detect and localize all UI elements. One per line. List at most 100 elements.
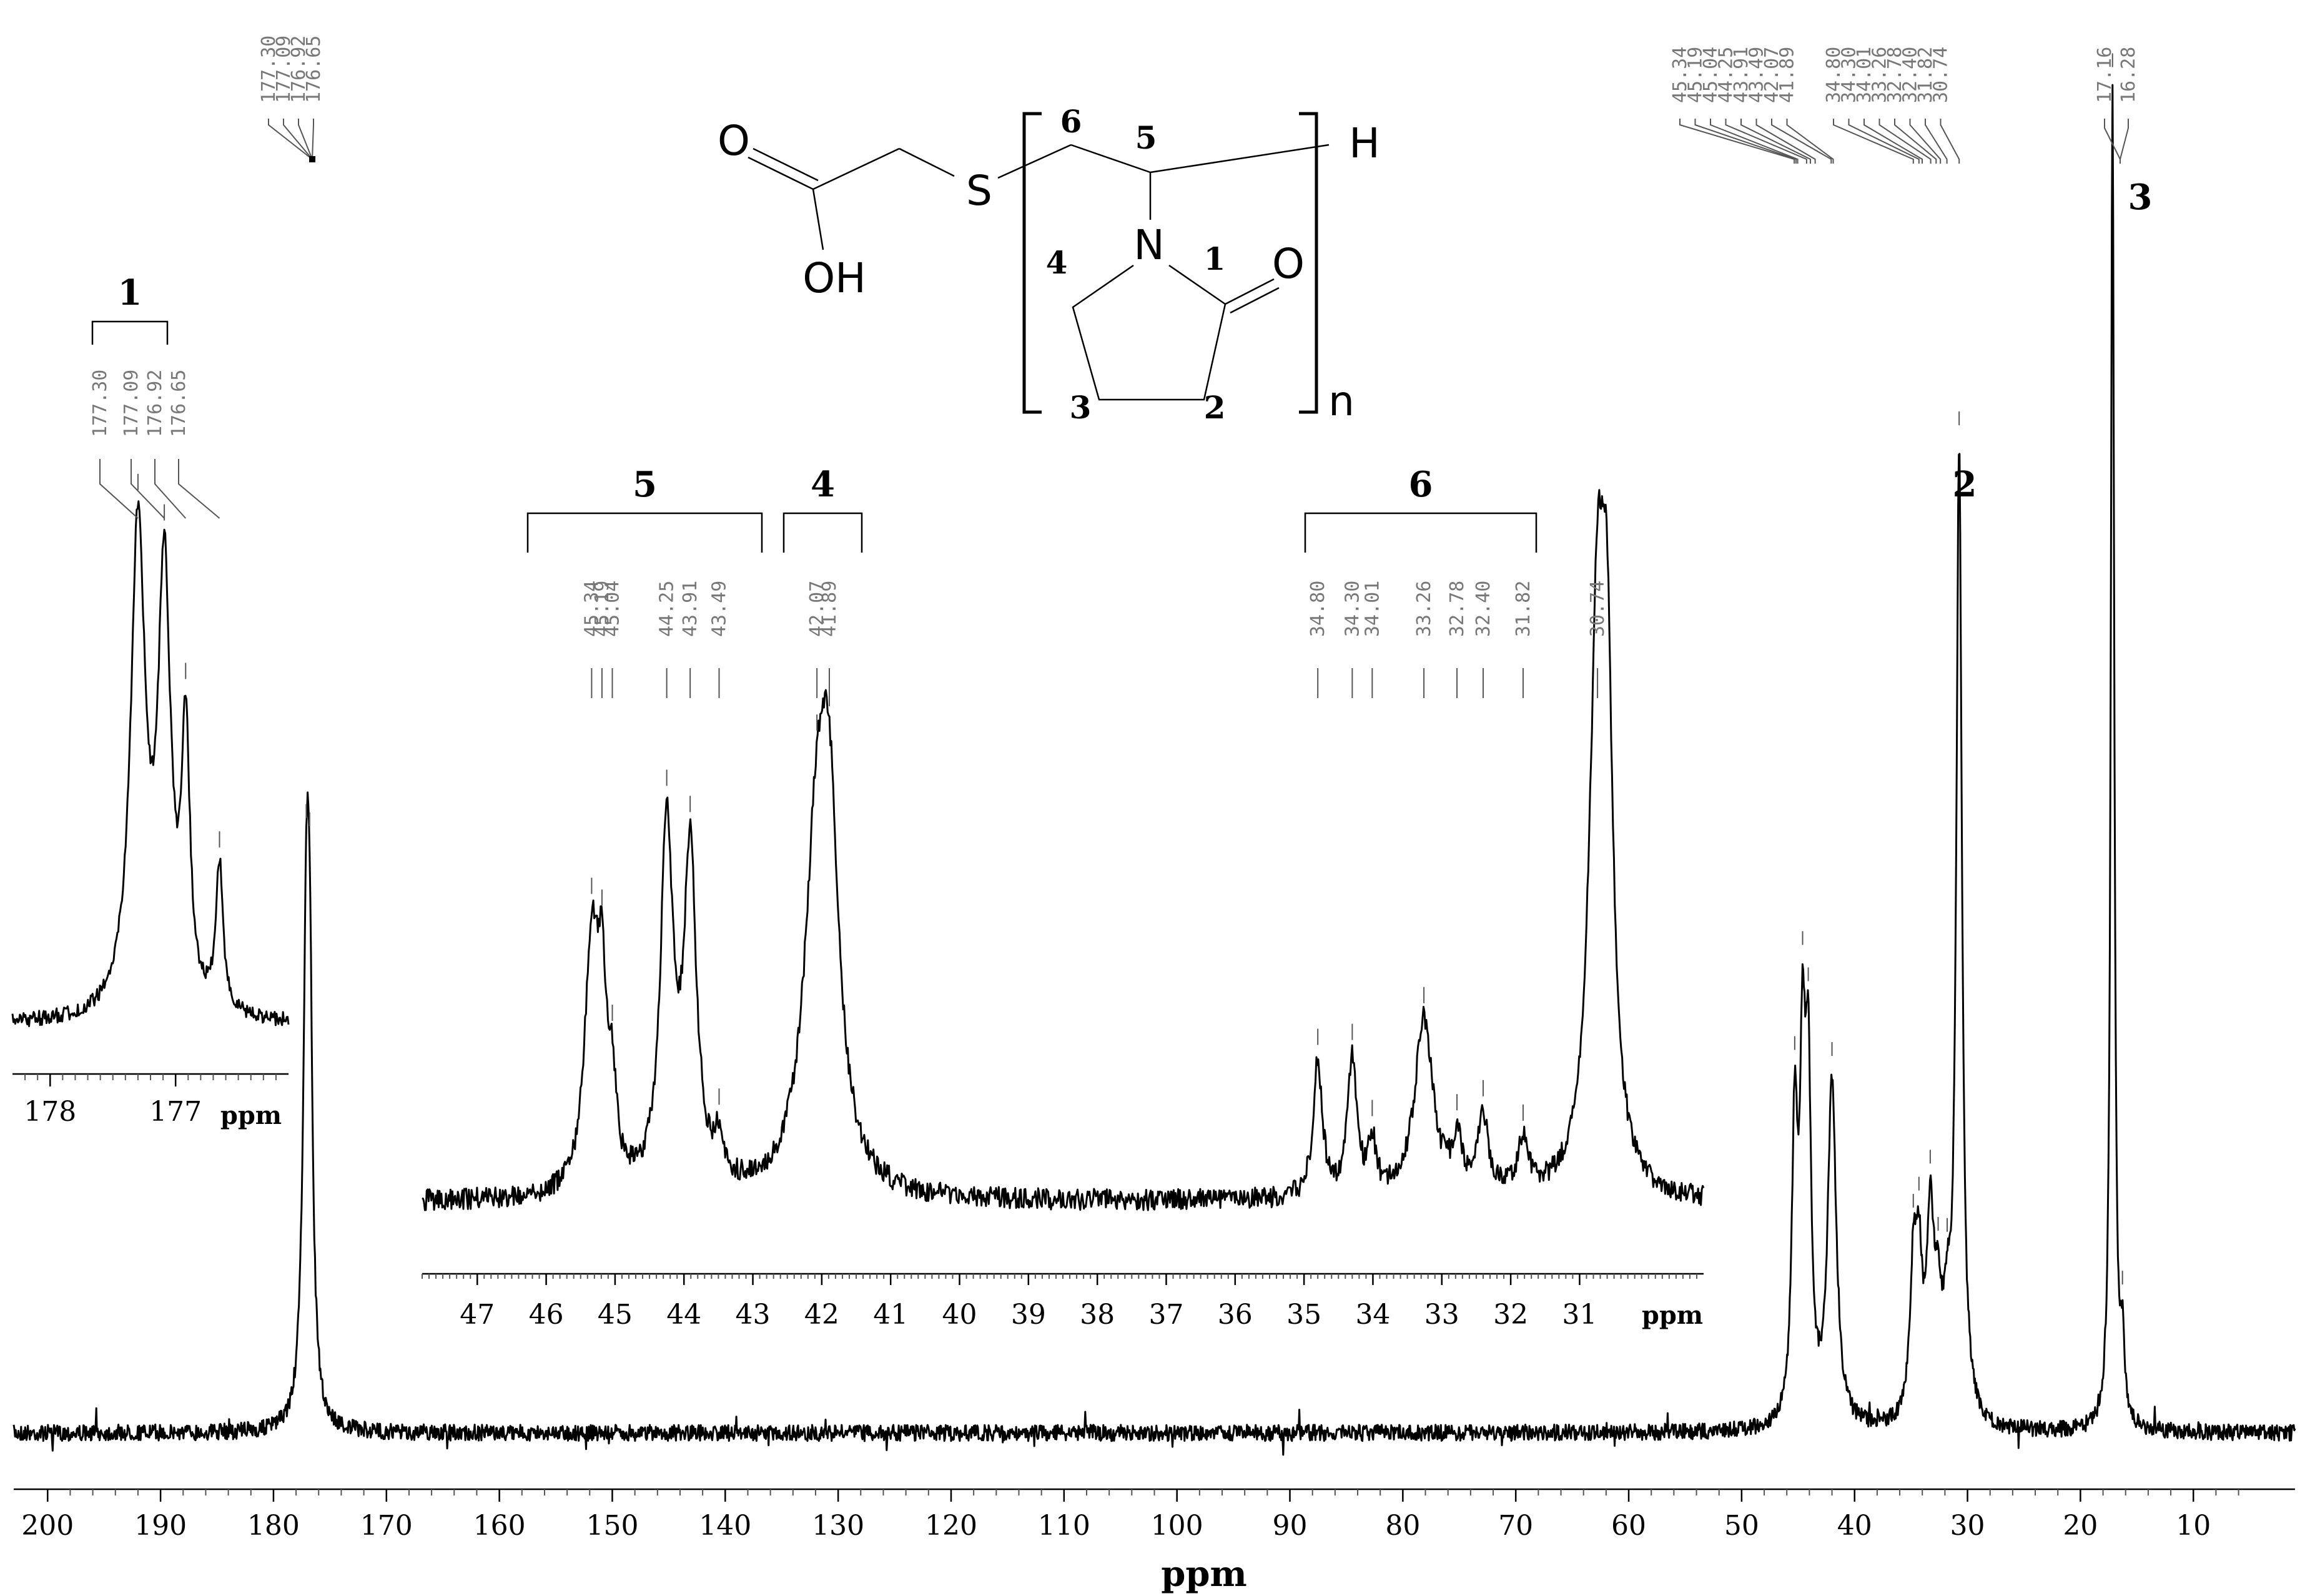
top-right-peak-label: 32.78: [1884, 47, 1906, 103]
main-tick-label: 160: [473, 1510, 526, 1542]
inset-carbonyl-peak-label: 176.65: [168, 370, 190, 437]
atom-o-carbonyl: O: [718, 117, 750, 165]
main-x-axis: 200 190 180 170 160 150 140 130 120 110 100 90 80 70 6…: [14, 1488, 2295, 1595]
top-right-leader: [1909, 119, 1942, 164]
bond-c-ch2: [812, 147, 900, 190]
group-label-6: 6: [1409, 464, 1433, 505]
inset-carbonyl-tick-label: 178: [24, 1096, 76, 1128]
main-minor-ticks: [47, 1489, 2239, 1495]
top-right-leader: [1878, 119, 1932, 164]
inset-aliphatic-tick-label: 38: [1080, 1299, 1115, 1331]
inset-carbonyl-assignment: 1: [118, 272, 142, 313]
inset-carbonyl-peak-label: 177.09: [121, 370, 142, 437]
main-tick-label: 60: [1611, 1510, 1646, 1542]
inset-aliphatic-minor-ticks: [422, 1274, 1697, 1279]
inset-carbonyl-unit: ppm: [220, 1101, 282, 1130]
group-peak-label: 42.07: [806, 581, 828, 637]
top-right-peak-label: 45.34: [1669, 47, 1691, 103]
top-right-peak-list: 45.3445.1945.0444.2543.9143.4942.0741.89…: [1669, 47, 1960, 164]
top-left-peak-label: 177.30: [258, 36, 280, 103]
inset-carbonyl-ticks: 178 177: [24, 1074, 202, 1128]
top-right-peak-label: 44.25: [1715, 47, 1737, 103]
carbon-number-1: 1: [1204, 240, 1226, 277]
group-peak-label: 34.30: [1341, 581, 1363, 637]
inset-aliphatic-tick-label: 45: [598, 1299, 633, 1331]
inset-carbonyl-leader: [131, 459, 165, 519]
group-bracket-5: [526, 512, 763, 553]
top-right-pair-leader: [2120, 119, 2129, 164]
top-right-peak-label: 41.89: [1777, 47, 1799, 103]
inset-aliphatic-tick-label: 44: [666, 1299, 701, 1331]
group-label-4: 4: [811, 464, 835, 505]
top-right-leader: [1755, 119, 1816, 164]
inset-aliphatic-unit: ppm: [1642, 1301, 1703, 1330]
top-right-leader: [1925, 119, 1948, 164]
main-tick-label: 40: [1837, 1510, 1872, 1542]
main-tick-label: 180: [247, 1510, 300, 1542]
main-tick-label: 140: [699, 1510, 751, 1542]
group-peak-label: 34.80: [1307, 581, 1329, 637]
repeat-subscript-n: n: [1328, 377, 1355, 425]
atom-h: H: [1349, 119, 1380, 167]
pyrrolidone-ring: [1072, 264, 1227, 401]
main-tick-label: 10: [2176, 1510, 2211, 1542]
main-tick-label: 190: [134, 1510, 187, 1542]
top-right-leader: [1833, 119, 1914, 164]
main-tick-label: 120: [925, 1510, 977, 1542]
top-left-peak-label: 176.92: [288, 36, 310, 103]
inset-aliphatic-tick-label: 33: [1424, 1299, 1459, 1331]
top-left-leader: [268, 119, 313, 160]
bond-c-oh: [812, 189, 824, 250]
top-right-peak-label: 34.30: [1839, 47, 1860, 103]
group-peak-label: 45.19: [591, 581, 613, 637]
inset-aliphatic-tick-label: 36: [1218, 1299, 1253, 1331]
inset-carbonyl-leader: [99, 459, 139, 519]
inset-aliphatic-tick-label: 47: [460, 1299, 495, 1331]
bond-ring-co-b: [1230, 287, 1280, 314]
inset-carbonyl: 178 177 ppm 177.30 177.09 176.92 176.65 1: [11, 272, 290, 1130]
bond-s-c6: [997, 144, 1072, 179]
carbon-number-3: 3: [1070, 389, 1092, 426]
group-bracket-6: [1304, 512, 1537, 553]
main-tick-label: 100: [1151, 1510, 1203, 1542]
group-peak-label: 31.82: [1513, 581, 1534, 637]
inset-aliphatic: 47 46 45 44 43 42 41 40 39 38 37 36 35 34 33 32 31 ppm 5…: [422, 464, 1705, 1331]
bond-ch2-s: [899, 147, 955, 177]
main-tick-label: 20: [2063, 1510, 2098, 1542]
group-peak-label: 41.89: [819, 581, 841, 637]
main-tick-label: 170: [360, 1510, 413, 1542]
main-spectrum-trace: [12, 84, 2296, 1456]
top-right-leader: [1725, 119, 1807, 164]
top-left-leader: [298, 119, 313, 160]
main-tick-label: 70: [1498, 1510, 1533, 1542]
top-left-leader: [283, 119, 313, 160]
top-right-peak-label: 31.82: [1915, 47, 1937, 103]
inset-aliphatic-tick-label: 42: [804, 1299, 839, 1331]
top-right-pair-label: 16.28: [2118, 47, 2140, 103]
main-tick-label: 150: [586, 1510, 638, 1542]
inset-aliphatic-tick-label: 39: [1011, 1299, 1046, 1331]
top-right-peak-label: 45.19: [1685, 47, 1707, 103]
top-right-peak-label: 33.26: [1869, 47, 1891, 103]
atom-s: S: [966, 167, 992, 215]
bond-ring-co-a: [1225, 278, 1275, 305]
group-peak-label: 33.26: [1413, 581, 1435, 637]
top-right-leader: [1848, 119, 1920, 164]
chemical-structure: O OH S H N O n 6 5 4 1 3 2: [718, 103, 1380, 426]
top-right-leader: [1710, 119, 1799, 164]
assignment-label-2: 2: [1953, 464, 1977, 505]
inset-aliphatic-tick-label: 34: [1355, 1299, 1390, 1331]
top-right-leader: [1694, 119, 1797, 164]
main-tick-label: 130: [812, 1510, 864, 1542]
inset-carbonyl-peak-marks: [137, 473, 220, 848]
main-tick-label: 90: [1273, 1510, 1308, 1542]
bond-c6-c5: [1070, 144, 1151, 174]
inset-carbonyl-leader: [178, 459, 220, 519]
main-ticks: 200 190 180 170 160 150 140 130 120 110 100 90 80 70 6…: [21, 1489, 2211, 1542]
inset-aliphatic-tick-label: 35: [1286, 1299, 1321, 1331]
top-right-pair-label: 17.16: [2094, 47, 2116, 103]
carbon-number-6: 6: [1060, 103, 1082, 140]
